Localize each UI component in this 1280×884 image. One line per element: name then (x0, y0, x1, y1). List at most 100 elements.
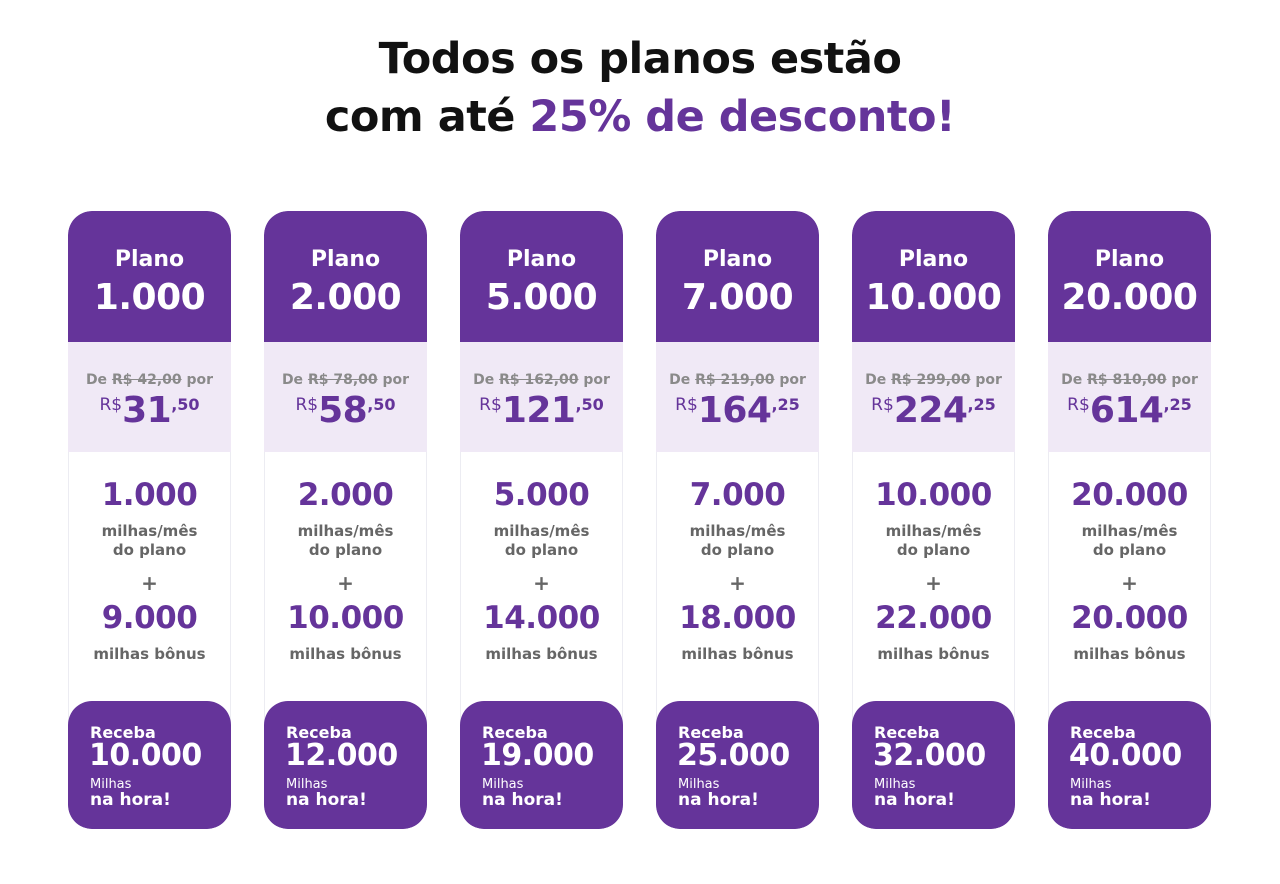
miles-section: 10.000 milhas/mês do plano + 22.000 milha… (852, 452, 1015, 702)
plan-label: Plano (1094, 247, 1165, 272)
plan-card[interactable]: Plano 2.000 De R$ 78,00 por R$58,50 2.00… (264, 211, 427, 829)
plan-number: 2.000 (289, 277, 402, 318)
receive-label: Receba (678, 723, 744, 742)
receive-box: Receba 10.000 Milhas na hora! (68, 701, 231, 829)
old-price: R$ 78,00 (307, 372, 378, 388)
plan-label: Plano (114, 247, 185, 272)
plan-miles-caption-line-2: do plano (1092, 541, 1167, 559)
plan-card[interactable]: Plano 7.000 De R$ 219,00 por R$164,25 7.… (656, 211, 819, 829)
receive-label: Receba (1070, 723, 1136, 742)
plus-sign: + (925, 571, 942, 595)
plan-miles-caption-line-1: milhas/mês (1081, 522, 1178, 540)
plan-miles-caption-line-2: do plano (504, 541, 579, 559)
old-price-suffix: por (970, 372, 1002, 388)
receive-when: na hora! (90, 790, 171, 810)
currency-symbol: R$ (1067, 395, 1090, 415)
receive-total: 19.000 (481, 738, 594, 773)
currency-symbol: R$ (99, 395, 123, 415)
plan-card[interactable]: Plano 20.000 De R$ 810,00 por R$614,25 2… (1048, 211, 1211, 829)
old-price-prefix: De (473, 372, 500, 388)
plus-sign: + (337, 571, 354, 595)
miles-section: 5.000 milhas/mês do plano + 14.000 milhas… (460, 452, 623, 702)
old-price-line: De R$ 78,00 por (264, 372, 427, 388)
old-price-suffix: por (1166, 372, 1198, 388)
currency-symbol: R$ (675, 395, 698, 415)
plan-card[interactable]: Plano 1.000 De R$ 42,00 por R$31,50 1.00… (68, 211, 231, 829)
currency-symbol: R$ (479, 395, 502, 415)
old-price-line: De R$ 810,00 por (1048, 372, 1211, 388)
plan-miles-caption-line-2: do plano (308, 541, 383, 559)
plan-miles: 10.000 (875, 477, 992, 513)
plan-card[interactable]: Plano 5.000 De R$ 162,00 por R$121,50 5.… (460, 211, 623, 829)
receive-total: 40.000 (1069, 738, 1182, 773)
miles-section: 20.000 milhas/mês do plano + 20.000 milha… (1048, 452, 1211, 702)
miles-section: 1.000 milhas/mês do plano + 9.000 milhas … (68, 452, 231, 702)
bonus-miles: 22.000 (875, 600, 992, 636)
receive-box: Receba 12.000 Milhas na hora! (264, 701, 427, 829)
price-cents: ,50 (575, 395, 604, 414)
receive-total: 25.000 (677, 738, 790, 773)
old-price-prefix: De (865, 372, 892, 388)
plan-miles: 2.000 (297, 477, 394, 513)
old-price: R$ 162,00 (499, 372, 579, 388)
price-cents: ,50 (171, 395, 200, 414)
receive-label: Receba (482, 723, 548, 742)
price-integer: 224 (893, 390, 968, 431)
plan-label: Plano (310, 247, 381, 272)
plus-sign: + (1121, 571, 1138, 595)
plus-sign: + (729, 571, 746, 595)
receive-box: Receba 40.000 Milhas na hora! (1048, 701, 1211, 829)
plan-cards: Plano 1.000 De R$ 42,00 por R$31,50 1.00… (68, 211, 1212, 830)
plan-miles-caption-line-1: milhas/mês (493, 522, 590, 540)
bonus-miles-caption: milhas bônus (289, 645, 402, 663)
receive-when: na hora! (286, 790, 367, 810)
plan-miles-caption-line-2: do plano (700, 541, 775, 559)
receive-unit: Milhas (286, 777, 328, 792)
plan-card[interactable]: Plano 10.000 De R$ 299,00 por R$224,25 1… (852, 211, 1015, 829)
plan-card-header: Plano 10.000 (852, 211, 1015, 342)
plan-card-header: Plano 20.000 (1048, 211, 1211, 342)
plan-number: 10.000 (865, 277, 1002, 318)
headline-line-1: Todos os planos estão (378, 34, 902, 84)
plan-miles-caption: milhas/mês do plano (656, 522, 819, 560)
old-price-suffix: por (181, 372, 214, 388)
price-integer: 164 (697, 390, 772, 431)
current-price: R$121,50 (460, 390, 623, 431)
price-cents: ,25 (771, 395, 800, 414)
receive-label: Receba (874, 723, 940, 742)
old-price: R$ 810,00 (1087, 372, 1167, 388)
receive-label: Receba (286, 723, 352, 742)
currency-symbol: R$ (295, 395, 319, 415)
old-price-suffix: por (377, 372, 410, 388)
price-section: De R$ 78,00 por R$58,50 (264, 342, 427, 452)
plan-label: Plano (702, 247, 773, 272)
bonus-miles-caption: milhas bônus (681, 645, 794, 663)
plan-miles-caption: milhas/mês do plano (264, 522, 427, 560)
bonus-miles: 20.000 (1071, 600, 1188, 636)
plan-card-header: Plano 1.000 (68, 211, 231, 342)
price-integer: 121 (501, 390, 576, 431)
receive-box: Receba 25.000 Milhas na hora! (656, 701, 819, 829)
old-price-line: De R$ 299,00 por (852, 372, 1015, 388)
old-price: R$ 219,00 (695, 372, 775, 388)
price-cents: ,25 (1163, 395, 1192, 414)
plan-number: 20.000 (1061, 277, 1198, 318)
receive-total: 12.000 (285, 738, 398, 773)
price-integer: 31 (122, 390, 172, 431)
current-price: R$164,25 (656, 390, 819, 431)
receive-when: na hora! (678, 790, 759, 810)
bonus-miles-caption: milhas bônus (93, 645, 206, 663)
receive-when: na hora! (1070, 790, 1151, 810)
old-price-line: De R$ 219,00 por (656, 372, 819, 388)
old-price: R$ 42,00 (111, 372, 182, 388)
bonus-miles-caption: milhas bônus (485, 645, 598, 663)
receive-label: Receba (90, 723, 156, 742)
price-section: De R$ 299,00 por R$224,25 (852, 342, 1015, 452)
plan-label: Plano (506, 247, 577, 272)
price-section: De R$ 219,00 por R$164,25 (656, 342, 819, 452)
receive-unit: Milhas (678, 777, 720, 792)
receive-box: Receba 19.000 Milhas na hora! (460, 701, 623, 829)
price-integer: 58 (318, 390, 368, 431)
current-price: R$224,25 (852, 390, 1015, 431)
old-price-suffix: por (774, 372, 806, 388)
